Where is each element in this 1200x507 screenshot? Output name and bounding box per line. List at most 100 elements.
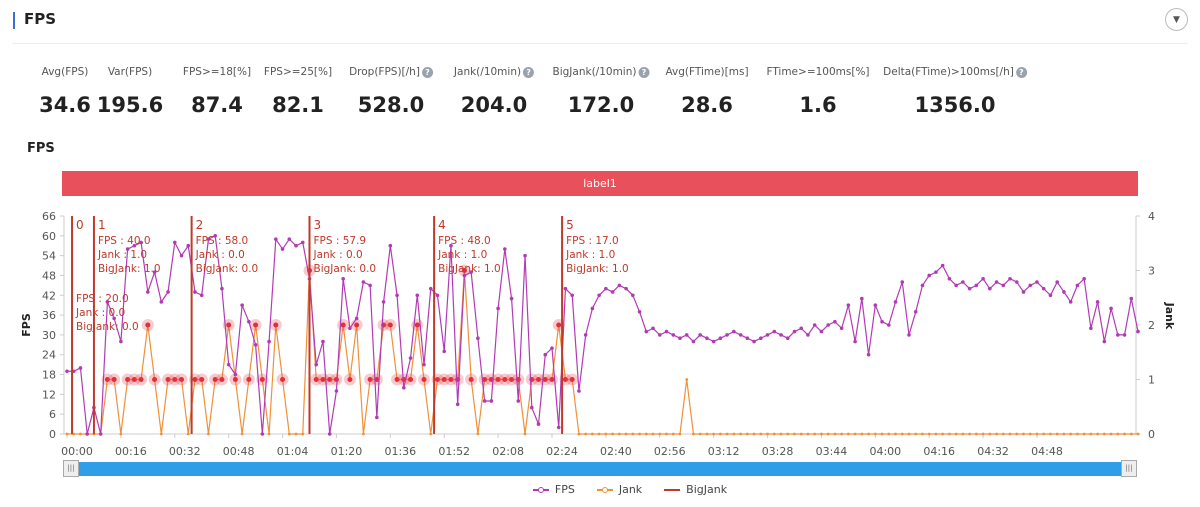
fps-point	[408, 356, 413, 360]
help-icon[interactable]: ?	[523, 66, 535, 78]
jank-point	[968, 432, 972, 436]
fps-point	[375, 415, 379, 420]
jank-point	[367, 377, 373, 382]
fps-point	[449, 243, 453, 248]
jank-point	[766, 432, 769, 436]
fps-point	[570, 293, 574, 298]
fps-point	[711, 339, 716, 344]
jank-point	[354, 322, 360, 328]
fps-point	[610, 290, 615, 294]
jank-point	[240, 432, 244, 436]
jank-point	[374, 377, 380, 382]
fps-point	[657, 333, 662, 337]
metric-value: 82.1	[272, 93, 324, 117]
bigjank-marker-fps: FPS : 40.0	[98, 235, 151, 247]
jank-point	[556, 322, 562, 328]
fps-point	[684, 333, 689, 337]
fps-point	[1089, 326, 1093, 331]
jank-point	[698, 432, 702, 436]
x-tick-label: 04:48	[1031, 445, 1063, 458]
jank-point	[867, 432, 870, 436]
fps-point	[900, 280, 905, 284]
jank-point	[267, 432, 271, 436]
jank-point	[732, 432, 736, 436]
fps-point	[886, 323, 891, 327]
jank-point	[1076, 432, 1079, 436]
legend-jank[interactable]: Jank	[596, 483, 642, 496]
jank-point	[981, 432, 985, 436]
zoom-slider[interactable]: ||| |||	[63, 460, 1137, 477]
collapse-button[interactable]: ▼	[1165, 8, 1188, 31]
jank-point	[1042, 432, 1046, 436]
bigjank-marker-bigjank: BigJank: 0.0	[313, 263, 376, 275]
metric-value: 204.0	[460, 93, 528, 117]
fps-point	[226, 362, 231, 367]
label-band[interactable]: label1	[62, 171, 1138, 196]
fps-point	[105, 300, 110, 304]
metric-4: Drop(FPS)[/h]? 528.0	[349, 64, 433, 117]
y-tick-label: 60	[42, 230, 56, 243]
fps-point	[934, 270, 938, 274]
fps-point	[698, 333, 702, 337]
fps-point	[132, 243, 137, 248]
help-icon[interactable]: ?	[638, 66, 650, 78]
jank-point	[584, 432, 588, 436]
fps-point	[732, 329, 736, 334]
fps-point	[381, 300, 386, 304]
fps-point	[186, 243, 191, 248]
y2-tick-label: 2	[1148, 319, 1155, 332]
jank-point	[833, 432, 837, 436]
metric-label: Var(FPS)	[107, 66, 153, 78]
jank-point	[887, 432, 891, 436]
jank-point	[914, 432, 918, 436]
slider-right-handle[interactable]: |||	[1121, 460, 1137, 477]
fps-point	[166, 290, 170, 294]
fps-point	[651, 326, 655, 331]
fps-point	[193, 290, 197, 294]
bigjank-marker-jank: Jank : 1.0	[437, 249, 487, 261]
fps-point	[395, 293, 399, 298]
jank-point	[1028, 432, 1032, 436]
metric-value: 1.6	[799, 93, 837, 117]
jank-point	[361, 432, 365, 436]
fps-point	[718, 336, 723, 341]
metric-1: Var(FPS) 195.6	[97, 64, 163, 117]
jank-point	[927, 432, 931, 436]
bigjank-marker-id: 5	[566, 218, 574, 232]
bigjank-marker-id: 0	[76, 218, 84, 232]
jank-point	[948, 432, 951, 436]
header-accent	[13, 12, 15, 29]
legend-bigjank[interactable]: BigJank	[664, 483, 727, 496]
jank-point	[671, 432, 675, 436]
jank-point	[961, 432, 965, 436]
jank-point	[739, 432, 742, 436]
jank-point	[226, 322, 232, 328]
y-tick-label: 48	[42, 269, 56, 282]
bigjank-marker-jank: Jank : 0.0	[75, 307, 125, 319]
fps-point	[752, 339, 756, 344]
fps-point	[300, 240, 305, 245]
fps-point	[637, 309, 642, 314]
x-tick-label: 03:28	[762, 445, 794, 458]
slider-left-handle[interactable]: |||	[63, 460, 79, 477]
metric-value: 172.0	[567, 93, 635, 117]
fps-point	[1129, 296, 1134, 301]
fps-point	[1136, 329, 1140, 334]
fps-point	[860, 296, 864, 301]
jank-point	[119, 432, 123, 436]
y-tick-label: 24	[42, 349, 56, 362]
jank-point	[131, 377, 137, 382]
fps-point	[1041, 286, 1046, 291]
help-icon[interactable]: ?	[1015, 66, 1027, 78]
divider	[12, 43, 1188, 44]
legend-fps[interactable]: FPS	[532, 483, 575, 496]
fps-point	[1062, 290, 1066, 294]
jank-point	[712, 432, 716, 436]
jank-point	[644, 432, 648, 436]
jank-point	[934, 432, 938, 436]
fps-point	[671, 333, 676, 337]
fps-point	[913, 309, 918, 314]
help-icon[interactable]: ?	[421, 66, 433, 78]
jank-point	[779, 432, 783, 436]
fps-point	[274, 237, 278, 241]
